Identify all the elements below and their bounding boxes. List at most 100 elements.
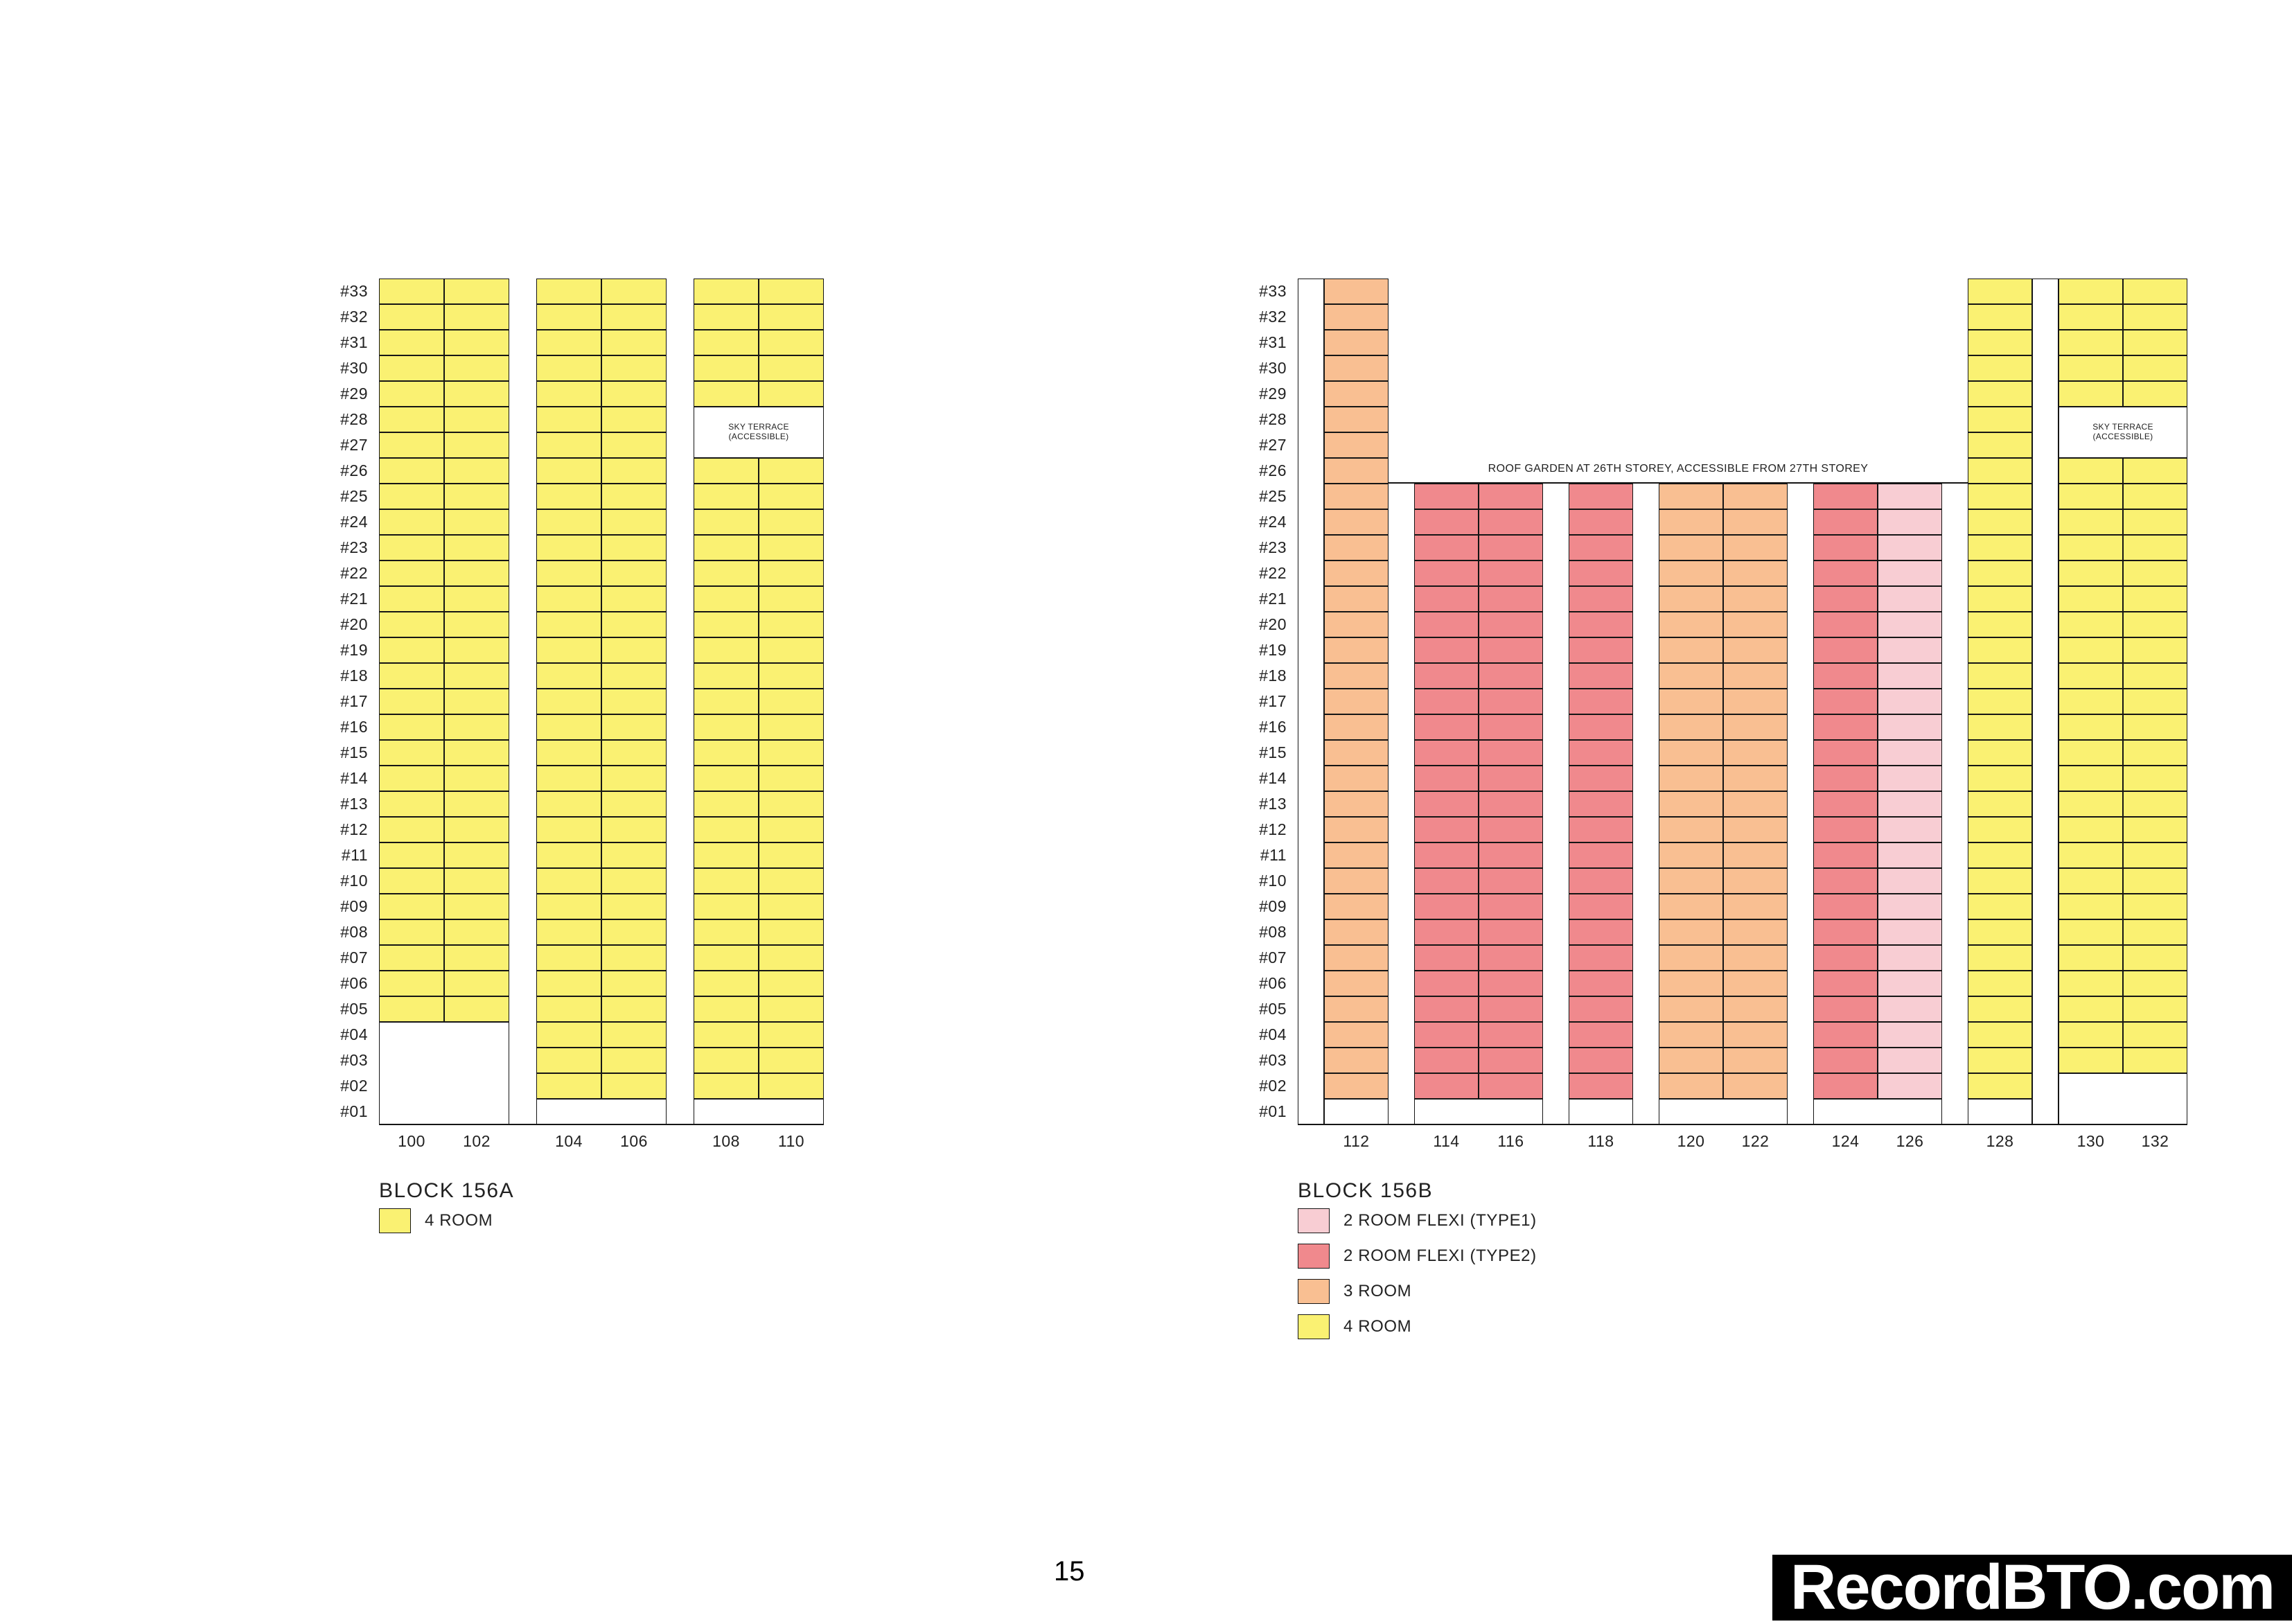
unit-cell <box>1968 740 2032 766</box>
unit-cell <box>601 971 667 996</box>
unit-cell <box>1414 586 1479 612</box>
unit-cell <box>444 484 509 509</box>
unit-cell <box>1723 689 1788 714</box>
unit-cell <box>536 996 601 1022</box>
sky-terrace-area: SKY TERRACE (ACCESSIBLE) <box>694 407 824 458</box>
unit-cell <box>1968 612 2032 637</box>
void-area <box>1569 1099 1633 1124</box>
unit-cell <box>1659 1048 1723 1073</box>
floor-label: #05 <box>340 1000 368 1018</box>
floor-label: #28 <box>1259 410 1287 428</box>
floor-label: #01 <box>340 1102 368 1120</box>
unit-cell <box>601 1073 667 1099</box>
unit-cell <box>1324 842 1389 868</box>
sky-terrace-label: SKY TERRACE <box>2092 422 2153 432</box>
legend-row: 2 ROOM FLEXI (TYPE1) <box>1298 1208 1537 1233</box>
unit-cell <box>694 586 759 612</box>
unit-cell <box>759 561 824 586</box>
unit-cell <box>694 279 759 304</box>
unit-cell <box>1479 612 1543 637</box>
unit-cell <box>1968 535 2032 561</box>
unit-cell <box>379 637 444 663</box>
floor-label: #31 <box>340 333 368 351</box>
unit-cell <box>1968 842 2032 868</box>
unit-cell <box>1813 612 1878 637</box>
unit-cell <box>1324 407 1389 432</box>
unit-cell <box>1479 637 1543 663</box>
unit-cell <box>1414 919 1479 945</box>
unit-cell <box>1878 791 1942 817</box>
floor-label: #21 <box>1259 590 1287 608</box>
floor-label: #10 <box>1259 872 1287 890</box>
unit-cell <box>379 945 444 971</box>
unit-cell <box>1324 458 1389 484</box>
unit-cell <box>2123 714 2187 740</box>
unit-cell <box>1878 996 1942 1022</box>
unit-cell <box>2059 458 2123 484</box>
unit-cell <box>1813 791 1878 817</box>
unit-cell <box>694 612 759 637</box>
floor-label: #19 <box>340 641 368 659</box>
unit-cell <box>2123 740 2187 766</box>
unit-cell <box>536 740 601 766</box>
unit-cell <box>536 612 601 637</box>
unit-cell <box>379 535 444 561</box>
unit-cell <box>1479 791 1543 817</box>
unit-cell <box>1659 868 1723 894</box>
unit-cell <box>1324 330 1389 355</box>
unit-cell <box>1479 971 1543 996</box>
unit-cell <box>759 842 824 868</box>
unit-cell <box>1723 894 1788 919</box>
unit-cell <box>2059 509 2123 535</box>
unit-cell <box>1414 817 1479 842</box>
unit-cell <box>536 279 601 304</box>
unit-cell <box>1414 971 1479 996</box>
unit-cell <box>1968 1073 2032 1099</box>
unit-cell <box>1569 535 1633 561</box>
unit-cell <box>601 1022 667 1048</box>
unit-cell <box>1659 714 1723 740</box>
unit-cell <box>379 355 444 381</box>
unit-cell <box>601 484 667 509</box>
unit-cell <box>536 766 601 791</box>
unit-cell <box>1324 894 1389 919</box>
unit-cell <box>444 689 509 714</box>
unit-cell <box>379 817 444 842</box>
unit-cell <box>1968 663 2032 689</box>
unit-cell <box>2059 1022 2123 1048</box>
unit-cell <box>1479 484 1543 509</box>
legend-row: 2 ROOM FLEXI (TYPE2) <box>1298 1244 1537 1269</box>
unit-cell <box>379 766 444 791</box>
floor-label: #25 <box>340 487 368 505</box>
floor-label: #09 <box>1259 897 1287 915</box>
unit-cell <box>444 304 509 330</box>
unit-cell <box>379 689 444 714</box>
unit-cell <box>1968 689 2032 714</box>
floor-label: #06 <box>1259 974 1287 992</box>
floor-label: #24 <box>340 513 368 531</box>
unit-cell <box>694 919 759 945</box>
unit-cell <box>1723 663 1788 689</box>
unit-cell <box>444 740 509 766</box>
unit-cell <box>601 304 667 330</box>
floor-label: #10 <box>340 872 368 890</box>
unit-cell <box>444 330 509 355</box>
unit-cell <box>444 868 509 894</box>
stack-label: 104 <box>555 1132 583 1150</box>
floor-label: #08 <box>1259 923 1287 941</box>
floor-label: #16 <box>340 718 368 736</box>
floor-label: #12 <box>340 820 368 838</box>
unit-cell <box>694 766 759 791</box>
unit-cell <box>601 509 667 535</box>
unit-cell <box>1813 1073 1878 1099</box>
unit-cell <box>1878 1048 1942 1073</box>
roof-garden-line <box>1389 482 1968 484</box>
unit-cell <box>601 663 667 689</box>
unit-cell <box>1414 868 1479 894</box>
unit-cell <box>759 612 824 637</box>
unit-cell <box>601 407 667 432</box>
ground-baseline <box>1298 1124 2187 1125</box>
unit-cell <box>536 509 601 535</box>
unit-cell <box>2059 535 2123 561</box>
